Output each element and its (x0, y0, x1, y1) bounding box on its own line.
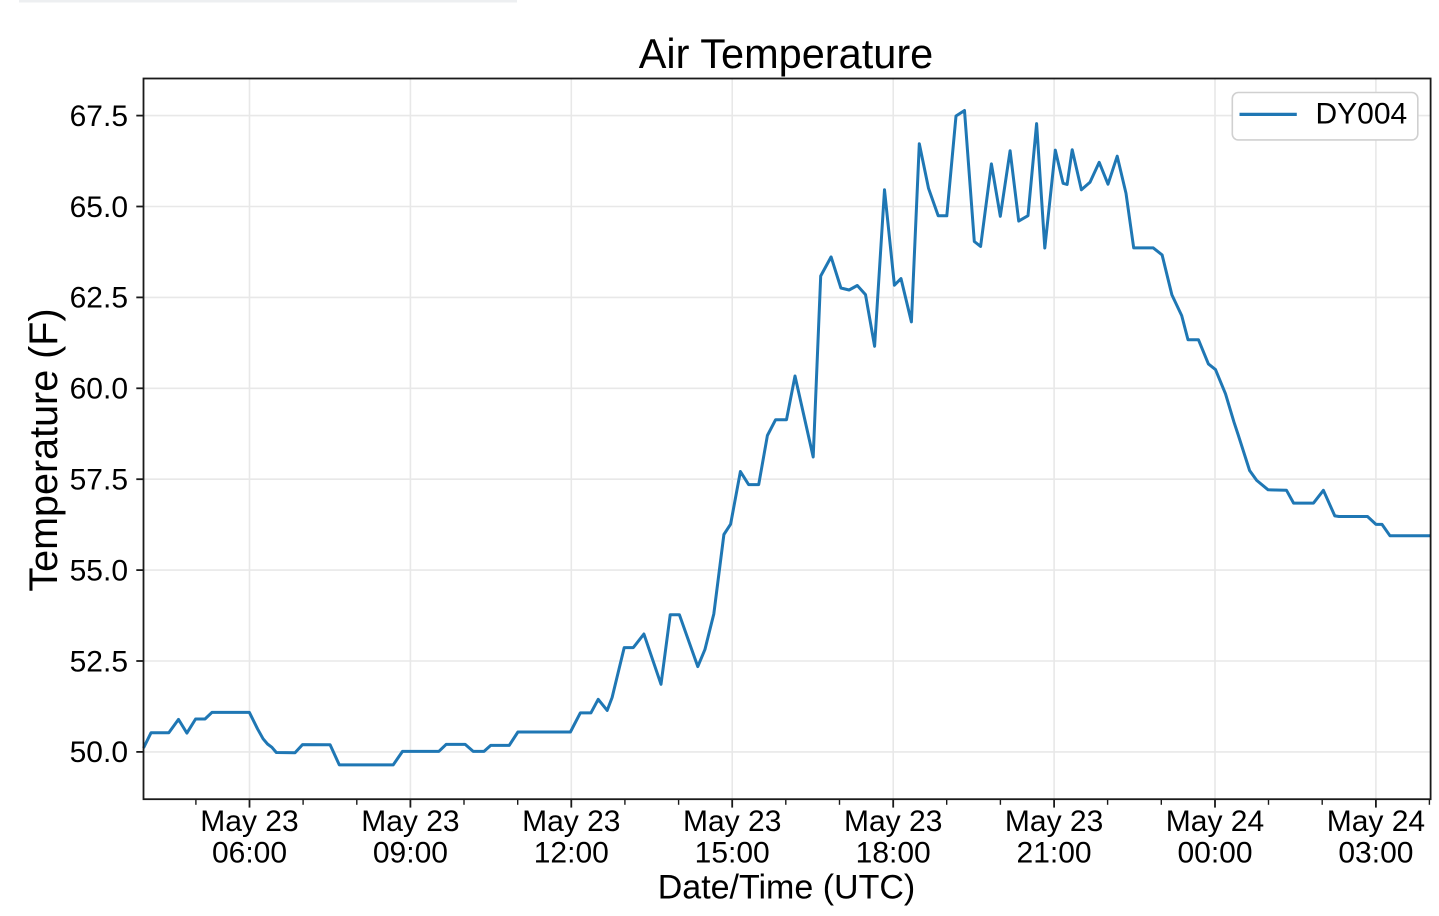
svg-text:DY004: DY004 (1316, 98, 1408, 131)
svg-text:May 23: May 23 (844, 805, 942, 838)
svg-text:09:00: 09:00 (373, 837, 448, 870)
svg-text:May 23: May 23 (361, 805, 459, 838)
svg-text:Air Temperature: Air Temperature (639, 30, 933, 77)
svg-text:67.5: 67.5 (70, 100, 128, 133)
svg-text:21:00: 21:00 (1017, 837, 1092, 870)
svg-text:May 23: May 23 (200, 805, 298, 838)
svg-text:06:00: 06:00 (212, 837, 287, 870)
svg-text:May 23: May 23 (522, 805, 620, 838)
svg-text:57.5: 57.5 (70, 464, 128, 497)
svg-text:May 23: May 23 (1005, 805, 1103, 838)
svg-text:Temperature (F): Temperature (F) (22, 308, 66, 591)
svg-text:62.5: 62.5 (70, 282, 128, 315)
svg-text:12:00: 12:00 (534, 837, 609, 870)
svg-text:55.0: 55.0 (70, 554, 128, 587)
svg-text:May 24: May 24 (1327, 805, 1425, 838)
svg-text:Date/Time (UTC): Date/Time (UTC) (658, 869, 916, 907)
svg-text:65.0: 65.0 (70, 191, 128, 224)
svg-text:03:00: 03:00 (1338, 837, 1413, 870)
svg-text:May 24: May 24 (1166, 805, 1264, 838)
svg-text:60.0: 60.0 (70, 373, 128, 406)
svg-text:18:00: 18:00 (856, 837, 931, 870)
svg-text:00:00: 00:00 (1177, 837, 1252, 870)
svg-text:52.5: 52.5 (70, 645, 128, 678)
svg-text:May 23: May 23 (683, 805, 781, 838)
svg-text:50.0: 50.0 (70, 736, 128, 769)
svg-text:15:00: 15:00 (695, 837, 770, 870)
